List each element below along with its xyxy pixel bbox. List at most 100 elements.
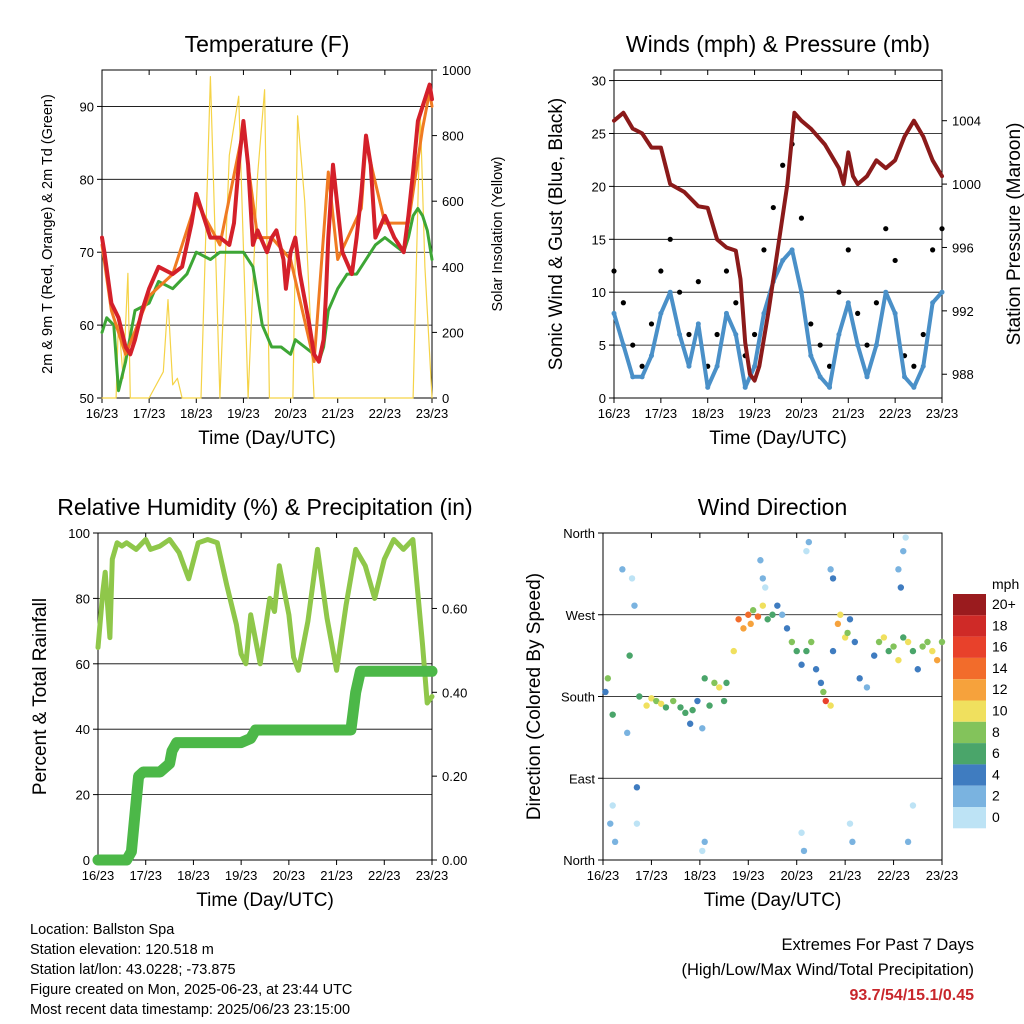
direction-point (856, 675, 863, 682)
y-tick-label: West (566, 608, 596, 623)
direction-point (844, 629, 851, 637)
wind-point (630, 374, 636, 380)
direction-point (895, 566, 902, 573)
wind-point (930, 300, 936, 306)
y-tick-label: 40 (76, 722, 90, 737)
y-tick-label: 25 (592, 126, 606, 141)
direction-point (871, 652, 878, 659)
x-tick-label: 19/23 (732, 868, 765, 883)
legend-label: 4 (992, 766, 1000, 782)
gust-point (770, 204, 776, 211)
y-tick-label: 50 (80, 391, 94, 406)
x-tick-label: 20/23 (274, 406, 307, 421)
direction-point (900, 634, 907, 641)
wind-point (648, 353, 654, 359)
direction-point (740, 625, 747, 632)
direction-point (720, 697, 728, 705)
y-tick-label: 80 (76, 591, 90, 606)
x-tick-label: 20/23 (780, 868, 813, 883)
wind-point (667, 289, 673, 295)
wind-point (902, 374, 908, 380)
gust-point (817, 342, 823, 348)
x-tick-label: 17/23 (129, 868, 162, 883)
x-tick-label: 16/23 (598, 406, 631, 421)
station-latlon: Station lat/lon: 43.0228; -73.875 (30, 962, 236, 978)
direction-point (829, 647, 837, 655)
direction-point (933, 656, 941, 664)
direction-point (875, 638, 883, 646)
direction-point (604, 675, 612, 682)
direction-point (895, 656, 902, 664)
x-tick-label: 16/23 (587, 868, 620, 883)
x-tick-label: 23/23 (416, 406, 449, 421)
x-axis-label: Time (Day/UTC) (196, 890, 334, 911)
wind-point (855, 342, 861, 348)
wind-point (845, 300, 851, 306)
direction-point (798, 829, 805, 836)
legend-swatch (953, 721, 986, 744)
wind-point (920, 363, 926, 369)
x-tick-label: 22/23 (879, 406, 912, 421)
direction-point (745, 611, 752, 618)
y-axis-label: Percent & Total Rainfall (30, 598, 51, 795)
chart-title: Temperature (F) (185, 31, 350, 57)
x-tick-label: 18/23 (684, 868, 717, 883)
y-tick-label-right: 0.60 (442, 601, 467, 616)
wind-point (939, 289, 945, 295)
legend-label: 20+ (992, 596, 1016, 612)
direction-point (769, 611, 776, 618)
gust-point (864, 342, 870, 348)
y-tick-label: 20 (76, 788, 90, 803)
direction-point (626, 652, 633, 659)
legend-swatch (953, 594, 986, 616)
direction-point (631, 602, 638, 609)
y-tick-label-right: 1000 (952, 177, 981, 192)
y-tick-label-right: 200 (442, 325, 464, 340)
x-tick-label: 22/23 (369, 406, 402, 421)
gust-point (939, 226, 945, 232)
direction-point (701, 675, 708, 682)
gust-point (780, 162, 786, 168)
gust-point (695, 279, 701, 285)
x-tick-label: 18/23 (691, 406, 724, 421)
pressure-line (612, 110, 944, 383)
legend-swatch (953, 764, 986, 786)
direction-point (762, 584, 769, 591)
wind-point (714, 363, 720, 369)
direction-point (699, 847, 706, 855)
wind-point (817, 374, 823, 380)
gust-point (873, 300, 880, 306)
legend-swatch (953, 807, 986, 829)
x-tick-label: 18/23 (180, 406, 213, 421)
station-info: Location: Ballston Spa Station elevation… (30, 920, 352, 1020)
gust-point (714, 331, 720, 338)
gust-point (630, 342, 636, 348)
y-tick-label-right: 996 (952, 240, 974, 255)
x-axis-label: Time (Day/UTC) (198, 428, 336, 449)
direction-point (701, 838, 708, 846)
wind-point (705, 384, 711, 390)
wind-point (864, 374, 870, 380)
y-tick-label: 0 (599, 391, 606, 406)
extremes-box: Extremes For Past 7 Days (High/Low/Max W… (681, 933, 974, 1008)
x-tick-label: 18/23 (177, 868, 210, 883)
direction-point (602, 688, 609, 696)
direction-point (759, 602, 767, 609)
direction-point (803, 547, 810, 555)
legend-label: 10 (992, 703, 1008, 719)
y-tick-label-right: 0.20 (442, 769, 467, 784)
y-axis-label-right: Station Pressure (Maroon) (1004, 123, 1024, 346)
direction-point (607, 820, 614, 827)
direction-point (628, 575, 636, 582)
y-tick-label: 15 (592, 232, 606, 247)
y-tick-label-right: 0 (442, 391, 449, 406)
legend-label: 6 (992, 745, 1000, 761)
gust-point (733, 300, 739, 306)
y-tick-label: 90 (80, 99, 94, 114)
chart-title: Wind Direction (698, 494, 848, 520)
direction-point (633, 820, 641, 827)
direction-point (829, 575, 837, 582)
legend-label: 14 (992, 660, 1008, 676)
gust-point (648, 321, 655, 327)
x-tick-label: 21/23 (320, 868, 353, 883)
